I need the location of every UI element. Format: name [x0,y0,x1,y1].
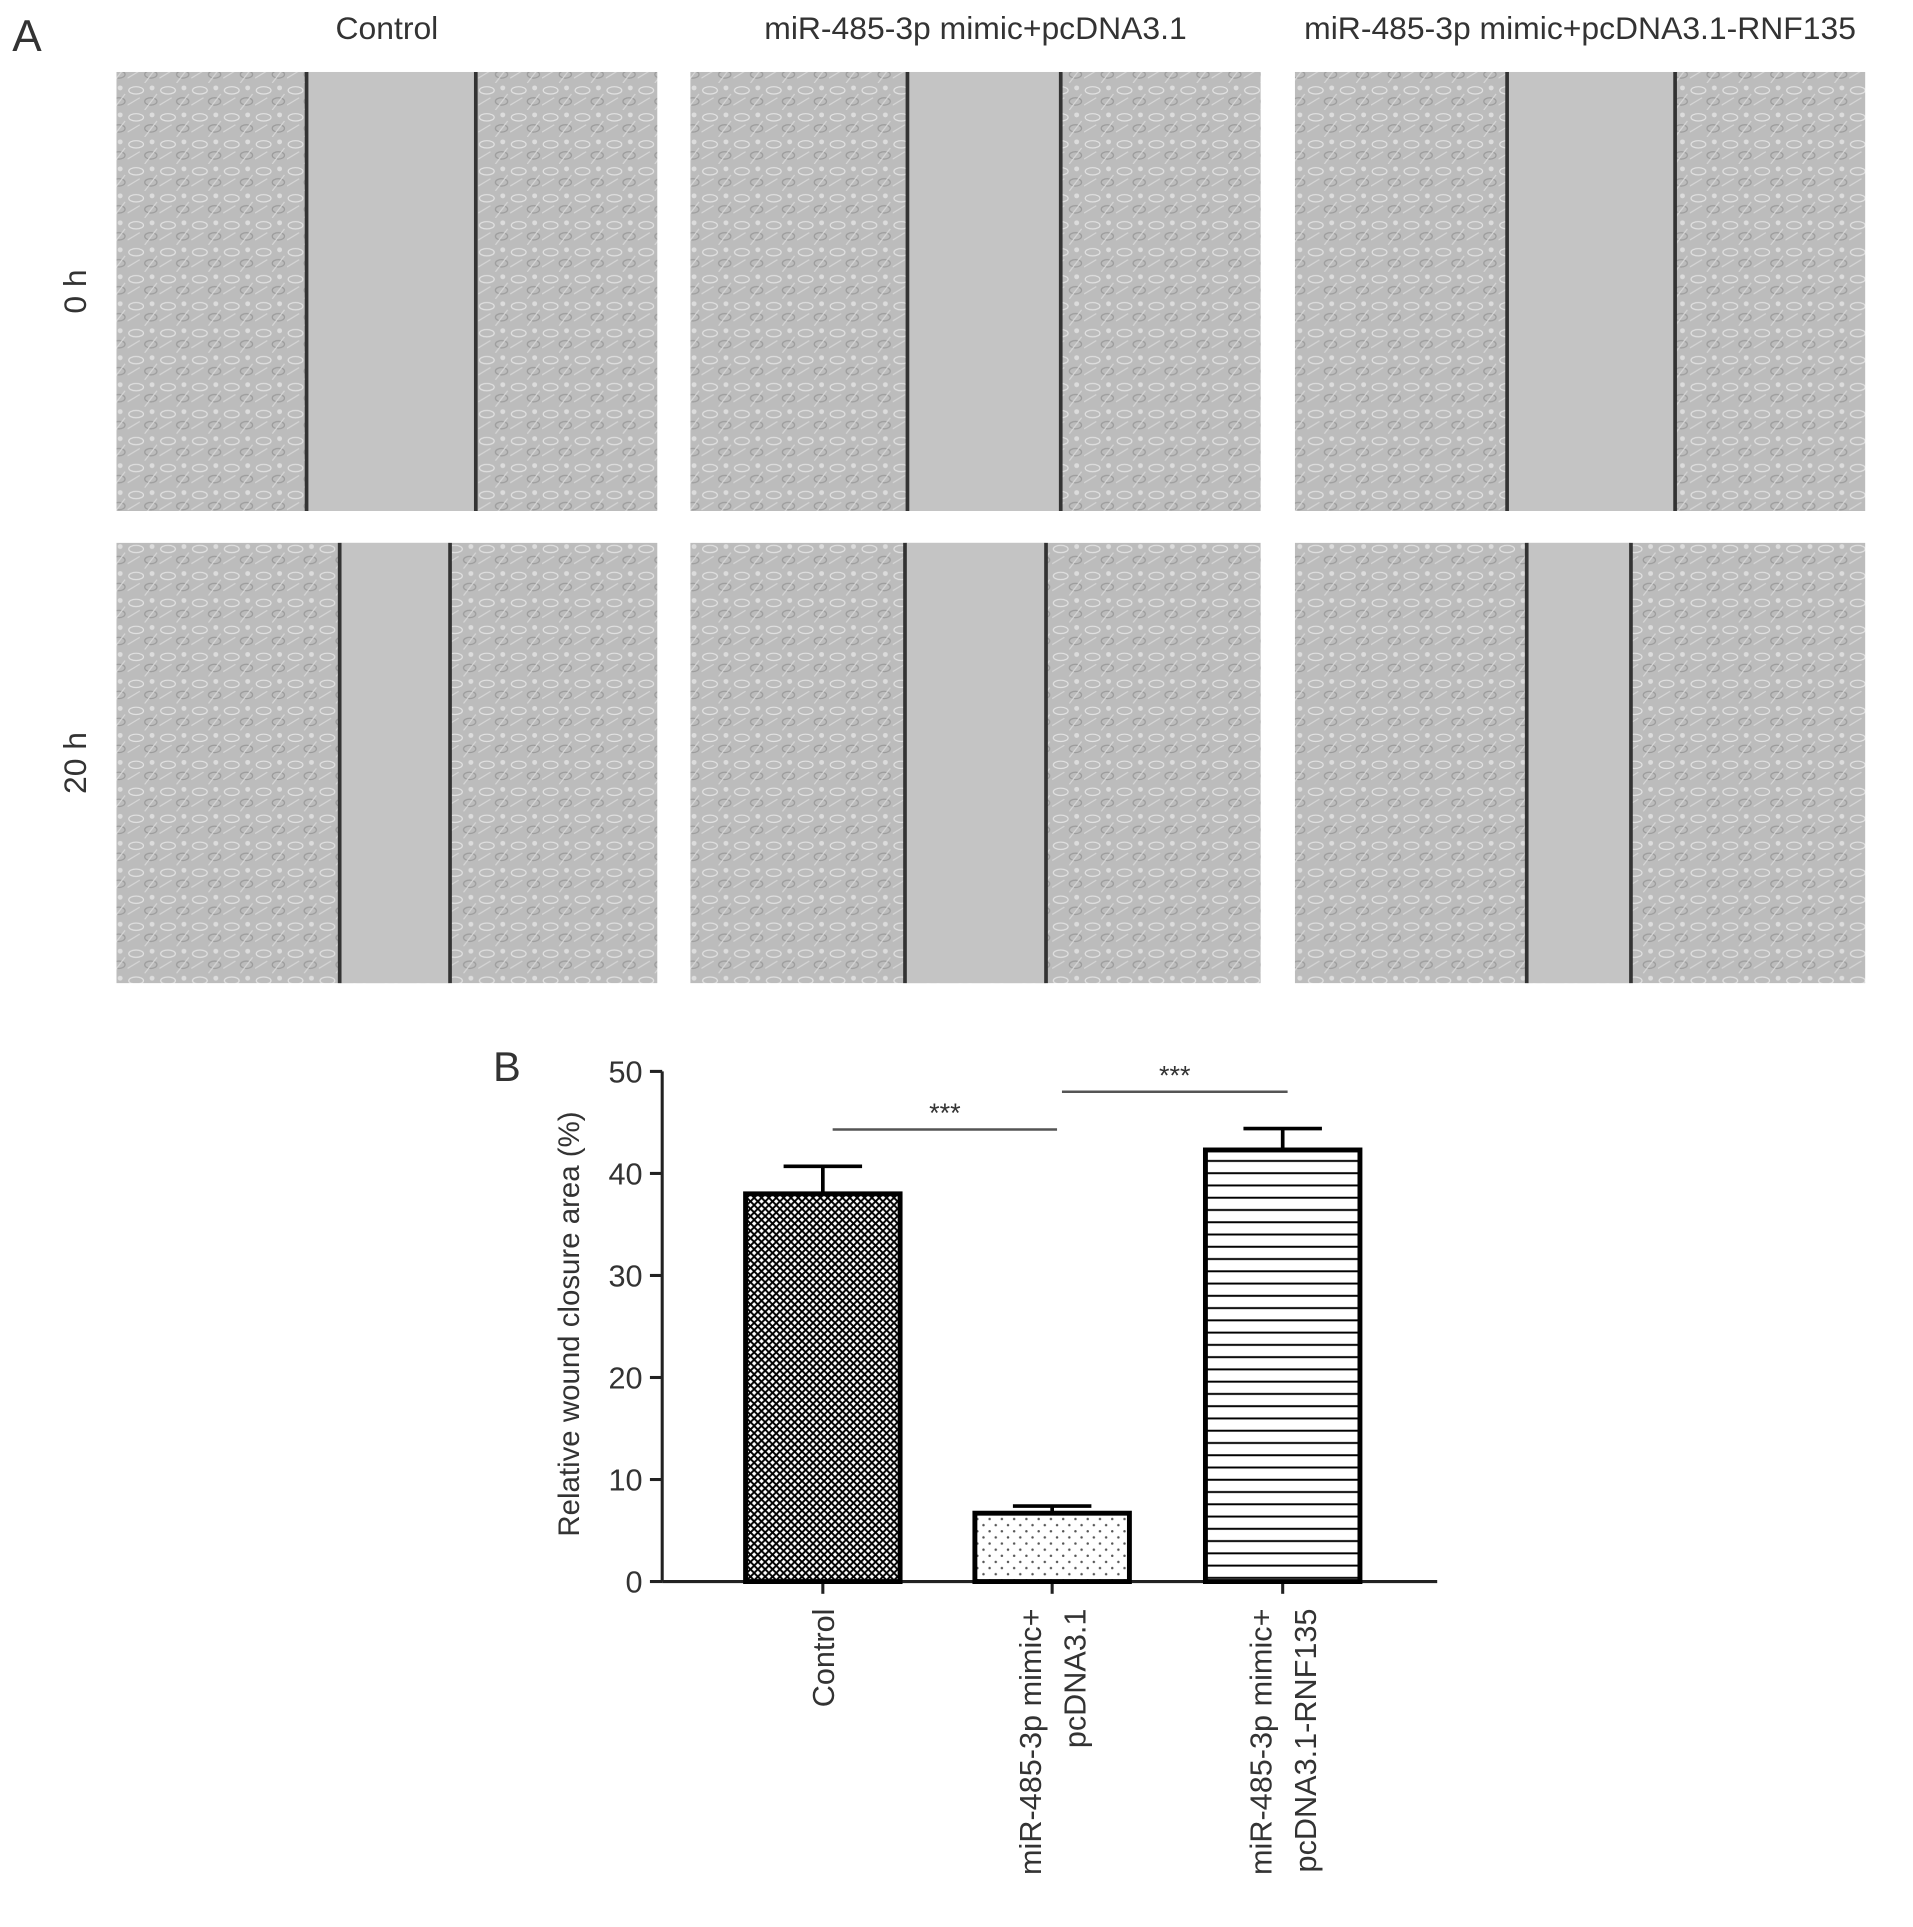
bar [1202,1147,1363,1584]
y-tick-label: 10 [608,1464,642,1498]
y-tick-label: 20 [608,1362,642,1396]
significance-label: *** [1159,1060,1191,1090]
column-title: miR-485-3p mimic+pcDNA3.1-RNF135 [1304,10,1856,46]
panel-label: A [12,12,42,61]
column-title: Control [336,10,439,46]
bar [743,1191,903,1584]
y-axis-label: Relative wound closure area (%) [553,1111,586,1536]
scratch-gap [904,542,1047,984]
scratch-gap [907,71,1061,512]
column-title: miR-485-3p mimic+pcDNA3.1 [764,10,1186,46]
scratch-gap [306,71,476,512]
scratch-gap [1507,71,1676,512]
bar [972,1510,1132,1584]
x-tick-label: miR-485-3p mimic+ [1014,1609,1048,1875]
y-tick-label: 40 [608,1157,642,1191]
x-tick-label: pcDNA3.1-RNF135 [1289,1609,1323,1873]
panel-label: B [493,1043,521,1090]
scratch-gap [339,542,451,984]
x-tick-label: pcDNA3.1 [1058,1609,1092,1749]
row-label: 0 h [57,269,93,313]
x-tick-label: miR-485-3p mimic+ [1245,1609,1279,1875]
y-tick-label: 0 [626,1566,643,1600]
y-tick-label: 50 [608,1055,642,1089]
y-tick-label: 30 [608,1260,642,1294]
x-tick-label: Control [807,1609,841,1708]
scratch-gap [1526,542,1631,984]
significance-label: *** [929,1098,961,1128]
row-label: 20 h [57,732,93,794]
